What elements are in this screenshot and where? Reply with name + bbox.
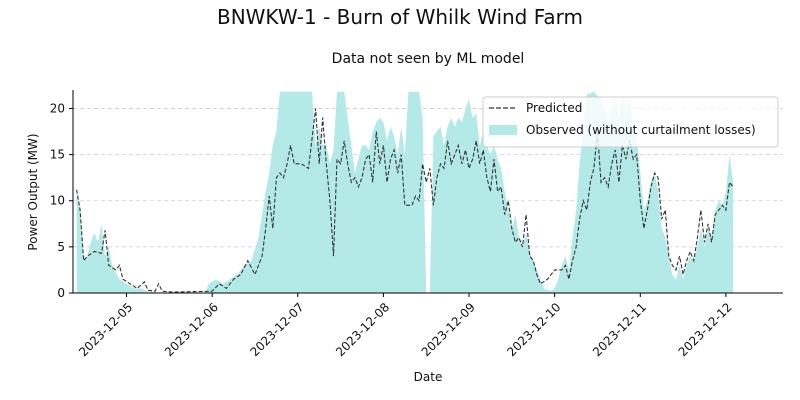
legend-observed-swatch [489,125,517,135]
x-tick-label: 2023-12-07 [247,300,306,359]
chart-title: BNWKW-1 - Burn of Whilk Wind Farm [217,5,583,29]
legend: Predicted Observed (without curtailment … [482,96,779,148]
observed-area [76,91,734,293]
chart-subtitle: Data not seen by ML model [332,51,525,67]
x-tick-label: 2023-12-09 [419,300,478,359]
x-ticks: 2023-12-05 2023-12-06 2023-12-07 2023-12-08… [76,293,735,359]
legend-predicted-label: Predicted [526,101,582,115]
x-tick-label: 2023-12-06 [162,300,221,359]
y-tick-label: 10 [50,194,65,208]
y-ticks: 0 5 10 15 20 [50,101,73,300]
y-tick-label: 0 [57,286,65,300]
predicted-line [76,108,734,293]
x-axis-label: Date [414,370,443,384]
x-tick-label: 2023-12-08 [333,300,392,359]
legend-observed-label: Observed (without curtailment losses) [526,123,756,137]
y-tick-label: 15 [50,148,65,162]
y-tick-label: 20 [50,101,65,115]
x-tick-label: 2023-12-12 [676,300,735,359]
x-tick-label: 2023-12-05 [76,300,135,359]
y-tick-label: 5 [57,240,65,254]
y-axis-label: Power Output (MW) [26,133,40,250]
x-tick-label: 2023-12-11 [590,300,649,359]
x-tick-label: 2023-12-10 [504,300,563,359]
legend-frame [482,96,779,148]
